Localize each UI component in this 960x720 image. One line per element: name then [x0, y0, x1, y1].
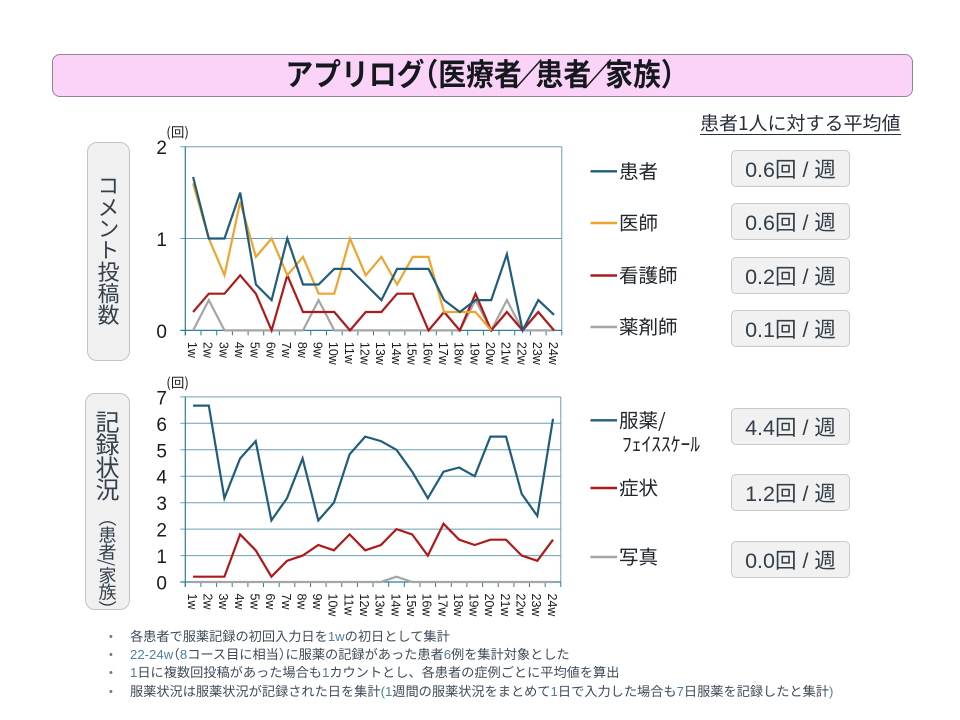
svg-text:0: 0	[156, 322, 167, 343]
svg-text:19w: 19w	[467, 594, 481, 618]
svg-text:薬剤師: 薬剤師	[619, 311, 678, 340]
svg-text:14w: 14w	[388, 594, 402, 618]
svg-text:3w: 3w	[216, 342, 230, 359]
svg-text:23w: 23w	[529, 594, 543, 618]
svg-text:1w: 1w	[185, 342, 199, 359]
svg-text:19w: 19w	[467, 342, 481, 366]
svg-text:4w: 4w	[232, 594, 246, 611]
svg-text:9w: 9w	[310, 594, 324, 611]
svg-text:2: 2	[156, 138, 167, 159]
svg-text:5: 5	[156, 441, 167, 462]
svg-text:看護師: 看護師	[619, 260, 678, 289]
svg-text:3: 3	[156, 494, 167, 515]
svg-text:医師: 医師	[619, 207, 658, 236]
svg-text:症状: 症状	[619, 472, 658, 501]
svg-text:13w: 13w	[373, 342, 387, 366]
svg-text:(回): (回)	[166, 121, 189, 141]
svg-text:17w: 17w	[436, 342, 450, 366]
svg-text:写真: 写真	[619, 541, 658, 570]
svg-text:6w: 6w	[263, 594, 277, 611]
svg-text:23w: 23w	[530, 342, 544, 366]
svg-text:24w: 24w	[546, 342, 560, 366]
svg-text:12w: 12w	[357, 594, 371, 618]
svg-text:5w: 5w	[248, 594, 262, 611]
svg-text:1: 1	[156, 230, 167, 251]
svg-text:12w: 12w	[358, 342, 372, 366]
svg-text:(回): (回)	[166, 371, 189, 391]
svg-text:21w: 21w	[498, 594, 512, 618]
svg-text:7w: 7w	[279, 342, 293, 359]
svg-text:7w: 7w	[279, 594, 293, 611]
svg-text:2: 2	[156, 521, 167, 542]
svg-text:服薬/: 服薬/	[619, 404, 666, 433]
svg-text:10w: 10w	[326, 594, 340, 618]
svg-text:16w: 16w	[420, 342, 434, 366]
svg-text:ﾌｪｲｽｽｹｰﾙ: ﾌｪｲｽｽｹｰﾙ	[622, 428, 700, 457]
svg-text:17w: 17w	[435, 594, 449, 618]
svg-text:20w: 20w	[483, 342, 497, 366]
svg-text:6w: 6w	[263, 342, 277, 359]
svg-text:1w: 1w	[185, 594, 199, 611]
svg-text:20w: 20w	[482, 594, 496, 618]
svg-text:15w: 15w	[405, 342, 419, 366]
svg-text:7: 7	[156, 388, 167, 409]
svg-text:3w: 3w	[216, 594, 230, 611]
svg-text:14w: 14w	[389, 342, 403, 366]
svg-text:6: 6	[156, 415, 167, 436]
svg-text:5w: 5w	[248, 342, 262, 359]
svg-text:15w: 15w	[404, 594, 418, 618]
svg-text:1: 1	[156, 547, 167, 568]
svg-text:18w: 18w	[451, 594, 465, 618]
svg-text:18w: 18w	[452, 342, 466, 366]
svg-text:13w: 13w	[373, 594, 387, 618]
svg-text:4: 4	[156, 468, 167, 489]
svg-text:11w: 11w	[341, 594, 355, 617]
svg-text:22w: 22w	[514, 594, 528, 618]
svg-text:9w: 9w	[310, 342, 324, 359]
svg-text:4w: 4w	[232, 342, 246, 359]
svg-text:8w: 8w	[294, 594, 308, 611]
svg-text:21w: 21w	[499, 342, 513, 366]
svg-text:24w: 24w	[545, 594, 559, 618]
svg-text:16w: 16w	[420, 594, 434, 618]
svg-text:11w: 11w	[342, 342, 356, 365]
svg-text:2w: 2w	[201, 342, 215, 359]
svg-text:8w: 8w	[295, 342, 309, 359]
svg-text:0: 0	[156, 574, 167, 595]
svg-text:2w: 2w	[201, 594, 215, 611]
svg-text:患者: 患者	[619, 155, 658, 184]
svg-text:10w: 10w	[326, 342, 340, 366]
svg-text:22w: 22w	[514, 342, 528, 366]
